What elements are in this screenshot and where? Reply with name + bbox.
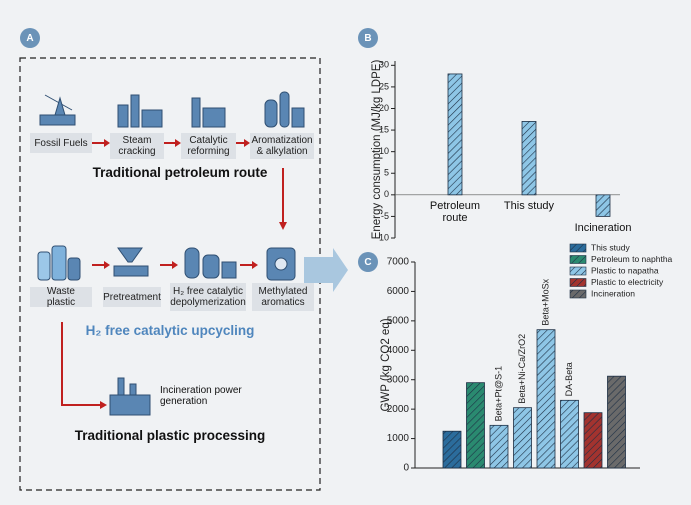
- y-tick-label: 7000: [387, 257, 410, 268]
- bar: [560, 399, 579, 469]
- category-label: Beta+MoSx: [540, 278, 550, 325]
- step: Pretreatment: [103, 287, 161, 307]
- bar: [595, 194, 611, 217]
- panel-label: A: [20, 28, 40, 48]
- y-tick-label: 25: [379, 81, 389, 91]
- legend-label: Plastic to napatha: [591, 265, 659, 275]
- y-tick-label: 10: [379, 146, 389, 156]
- bar: [513, 407, 532, 469]
- y-tick-label: 3000: [387, 374, 410, 385]
- route-title: H₂ free catalytic upcycling: [85, 323, 255, 338]
- y-tick-label: 30: [379, 60, 389, 70]
- legend-label: This study: [591, 242, 630, 252]
- step: Steam cracking: [110, 133, 164, 159]
- category-label: Incineration: [574, 222, 632, 235]
- y-tick-label: -10: [376, 232, 389, 242]
- y-tick-label: 0: [384, 189, 389, 199]
- category-label: DA-Beta: [564, 362, 574, 396]
- route-title: Traditional plastic processing: [74, 428, 266, 443]
- y-axis-label: GWP (kg CO2 eq): [380, 318, 392, 411]
- category-label: This study: [503, 199, 555, 212]
- big-arrow: [304, 248, 348, 292]
- legend-swatch: [569, 266, 587, 276]
- y-tick-label: 20: [379, 103, 389, 113]
- y-tick-label: -5: [381, 211, 389, 221]
- legend-label: Plastic to electricity: [591, 277, 664, 287]
- step: Fossil Fuels: [30, 133, 92, 153]
- bar: [447, 73, 463, 196]
- legend-swatch: [569, 278, 587, 287]
- bar: [466, 382, 485, 469]
- bar: [442, 430, 462, 469]
- y-tick-label: 5: [384, 168, 389, 178]
- bar: [521, 121, 537, 196]
- legend-label: Petroleum to naphtha: [591, 254, 673, 264]
- step: H₂ free catalytic depolymerization: [170, 283, 246, 311]
- legend-swatch: [569, 289, 587, 299]
- y-tick-label: 1000: [387, 433, 410, 444]
- panel-label: B: [358, 28, 378, 48]
- panel-label: C: [358, 252, 378, 272]
- category-label: Petroleum route: [429, 199, 481, 224]
- y-axis-label: Energy consumption (MJ/kg LDPE): [371, 60, 383, 240]
- y-tick-label: 2000: [387, 404, 410, 415]
- y-tick-label: 6000: [387, 286, 410, 297]
- y-tick-label: 5000: [387, 315, 410, 326]
- category-label: Beta+Ni-Ca/ZrO2: [517, 334, 527, 404]
- y-tick-label: 4000: [387, 345, 410, 356]
- y-tick-label: 0: [403, 463, 409, 474]
- legend-label: Incineration: [591, 288, 635, 298]
- bar: [536, 329, 556, 469]
- bar: [489, 424, 509, 469]
- legend-swatch: [569, 243, 587, 253]
- step: Waste plastic: [30, 286, 92, 308]
- y-tick-label: 15: [379, 124, 389, 134]
- legend-swatch: [569, 255, 587, 264]
- step: Aromatization & alkylation: [250, 133, 314, 159]
- bar: [607, 375, 626, 469]
- category-label: Beta+Pt@S-1: [493, 366, 503, 421]
- bar: [583, 412, 603, 469]
- step: Catalytic reforming: [181, 133, 236, 159]
- icons: [37, 91, 305, 416]
- step: Incineration power generation: [160, 385, 242, 407]
- step: Methylated aromatics: [252, 283, 314, 311]
- flow-arrows: [61, 139, 287, 409]
- route-title: Traditional petroleum route: [92, 165, 268, 180]
